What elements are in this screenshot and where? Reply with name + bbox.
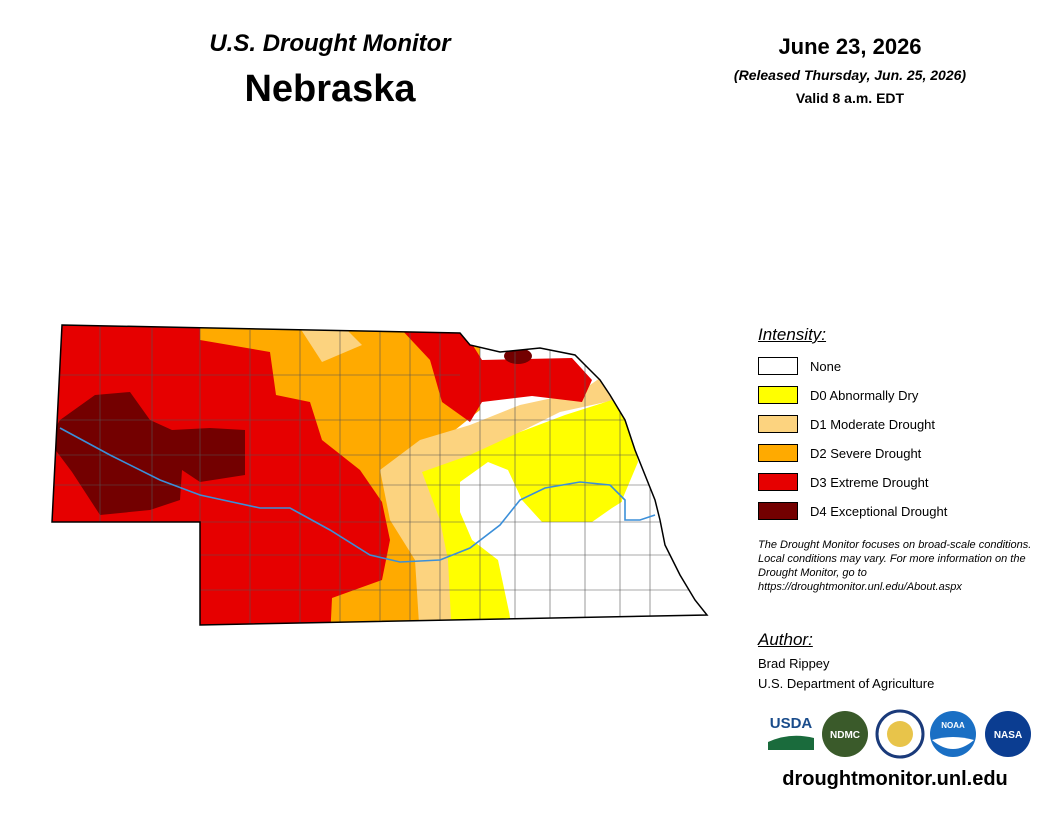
legend-swatch [758, 357, 798, 375]
url: droughtmonitor.unl.edu [782, 768, 1008, 790]
author-name: Brad Rippey [758, 656, 830, 671]
logo-noaa [930, 711, 976, 757]
released: (Released Thursday, Jun. 25, 2026) [733, 67, 967, 83]
legend-swatch [758, 415, 798, 433]
region-d1 [300, 328, 362, 362]
legend-item: D3 Extreme Drought [758, 472, 929, 492]
legend-swatch [758, 473, 798, 491]
author-heading: Author: [758, 630, 813, 649]
logo-text: NASA [994, 730, 1022, 741]
legend-item: D1 Moderate Drought [758, 414, 935, 434]
legend-swatch [758, 386, 798, 404]
legend-label: None [810, 358, 842, 374]
state-outline [51, 324, 709, 626]
legend-item: None [758, 356, 841, 376]
logo-noaa-wave [932, 737, 974, 749]
title: Nebraska [244, 68, 416, 110]
region-d1 [380, 378, 615, 625]
legend-label: D2 Severe Drought [810, 445, 922, 461]
legend-item: D4 Exceptional Drought [758, 501, 947, 521]
author-org: U.S. Department of Agriculture [758, 676, 935, 691]
region-d4 [52, 392, 245, 515]
logo-text: USDA [770, 715, 813, 732]
legend-label: D1 Moderate Drought [810, 416, 936, 432]
region-d3 [200, 548, 255, 592]
logo-ndmc [822, 711, 868, 757]
logo-nasa [985, 711, 1031, 757]
logo-doc-center [887, 721, 913, 747]
logo-usda-band [768, 735, 814, 750]
county-lines [52, 325, 700, 625]
legend-item: D0 Abnormally Dry [758, 385, 918, 405]
logos: USDA NDMC NOAA NASA [766, 709, 1031, 759]
legend-label: D3 Extreme Drought [810, 474, 929, 490]
region-d4 [504, 348, 532, 364]
subtitle: U.S. Drought Monitor [209, 30, 451, 57]
legend-label: D0 Abnormally Dry [810, 387, 919, 403]
logo-text: NDMC [830, 730, 860, 741]
river [59, 427, 656, 563]
legend-title: Intensity: [758, 325, 827, 344]
region-none [460, 462, 707, 625]
valid-time: Valid 8 a.m. EDT [795, 90, 905, 106]
note: The Drought Monitor focuses on broad-sca… [758, 539, 1032, 593]
logo-text: NOAA [941, 721, 965, 730]
legend-swatch [758, 502, 798, 520]
legend-label: D4 Exceptional Drought [810, 503, 948, 519]
date: June 23, 2026 [778, 34, 922, 59]
map [51, 324, 709, 626]
legend-swatch [758, 444, 798, 462]
region-d3 [400, 328, 592, 422]
legend-item: D2 Severe Drought [758, 443, 921, 463]
